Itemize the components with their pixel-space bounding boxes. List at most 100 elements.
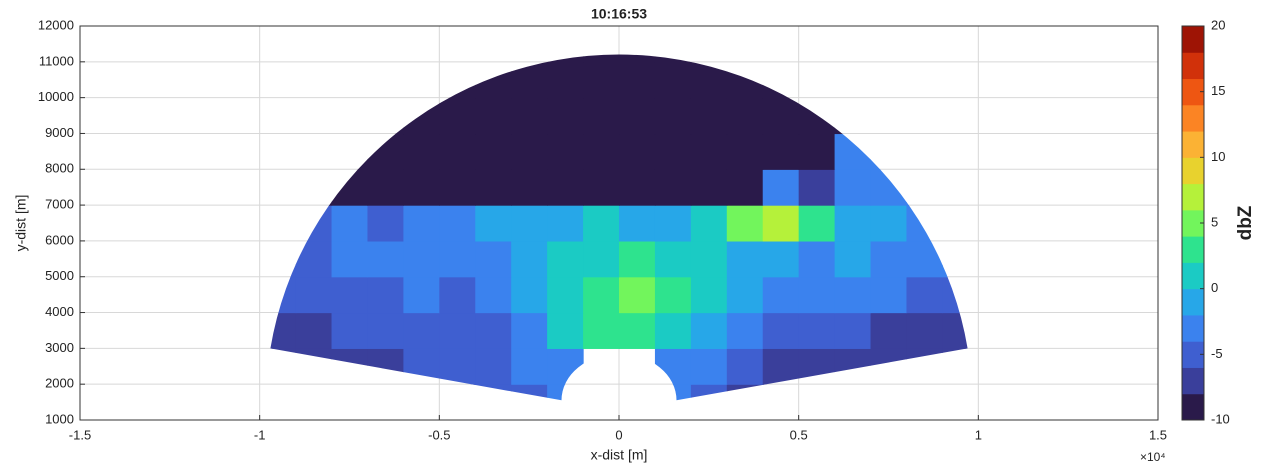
cell: [475, 133, 512, 170]
x-tick-label: 1.5: [1149, 427, 1167, 442]
cell: [331, 240, 369, 278]
cell: [654, 276, 692, 314]
cell: [654, 61, 692, 99]
y-axis-label: y-dist [m]: [13, 195, 29, 252]
cell: [295, 240, 333, 278]
colorbar-segment: [1182, 288, 1204, 316]
cell: [654, 169, 692, 206]
cell: [367, 312, 404, 349]
y-tick-label: 11000: [39, 53, 74, 68]
y-tick-label: 10000: [38, 89, 74, 104]
cell: [762, 205, 800, 242]
plot-frame: [79, 25, 1159, 421]
cell: [654, 348, 692, 385]
cell: [619, 312, 656, 349]
cell: [511, 169, 548, 206]
cell: [619, 169, 656, 206]
x-exponent: ×10⁴: [1140, 450, 1166, 464]
colorbar-segment: [1182, 26, 1204, 53]
cell: [726, 240, 764, 278]
colorbar-segment: [1182, 367, 1204, 395]
cell: [619, 133, 656, 170]
cell: [439, 205, 476, 242]
x-tick-label: -1.5: [69, 427, 91, 442]
x-tick-label: -0.5: [428, 427, 450, 442]
cell: [367, 348, 404, 385]
colorbar-tick-label: 15: [1211, 83, 1225, 98]
cell: [762, 97, 800, 135]
cell: [547, 312, 584, 349]
cell: [511, 276, 548, 314]
cell: [475, 205, 512, 242]
cell: [690, 133, 728, 170]
cell: [762, 276, 800, 314]
colorbar-segment: [1182, 183, 1204, 211]
cell: [511, 240, 548, 278]
cell: [942, 312, 968, 349]
cell: [906, 276, 943, 314]
y-tick-label: 7000: [45, 197, 74, 212]
cell: [547, 133, 584, 170]
cell: [870, 276, 908, 314]
cell: [762, 169, 800, 206]
colorbar-tick-label: 20: [1211, 17, 1225, 32]
cell: [583, 61, 620, 99]
cell: [331, 169, 369, 206]
cell: [870, 348, 908, 385]
cell: [475, 97, 512, 135]
cell: [403, 312, 440, 349]
colorbar-segment: [1182, 314, 1204, 342]
cell: [762, 348, 800, 385]
cell: [583, 54, 620, 63]
colorbar-tick-label: -10: [1211, 411, 1230, 426]
cell: [690, 205, 728, 242]
cell: [726, 133, 764, 170]
cell: [762, 240, 800, 278]
cell: [798, 133, 836, 170]
cell: [726, 348, 764, 385]
cell: [583, 169, 620, 206]
cell: [583, 240, 620, 278]
colorbar-segment: [1182, 131, 1204, 158]
cell: [619, 205, 656, 242]
cell: [295, 169, 333, 206]
y-tick-label: 5000: [45, 268, 74, 283]
cell: [726, 169, 764, 206]
cell: [270, 348, 297, 385]
cell: [403, 97, 440, 135]
cell: [906, 205, 943, 242]
cell: [331, 276, 369, 314]
radar-field: [270, 54, 968, 401]
cell: [547, 61, 584, 99]
cell: [331, 205, 369, 242]
cell: [654, 312, 692, 349]
colorbar-segment: [1182, 209, 1204, 237]
cell: [583, 312, 620, 349]
cell: [834, 312, 872, 349]
cell: [439, 240, 476, 278]
cell: [547, 97, 584, 135]
cell: [798, 276, 836, 314]
colorbar-segment: [1182, 157, 1204, 185]
cell: [439, 97, 476, 135]
x-tick-label: 0: [615, 427, 622, 442]
cell: [367, 133, 404, 170]
cell: [942, 276, 968, 314]
x-tick-label: -1: [254, 427, 266, 442]
cell: [942, 348, 968, 385]
cell: [439, 348, 476, 385]
chart-title: 10:16:53: [591, 6, 647, 22]
cell: [690, 169, 728, 206]
cell: [403, 276, 440, 314]
x-tick-label: 0.5: [790, 427, 808, 442]
cell: [367, 169, 404, 206]
cell: [403, 348, 440, 385]
cell: [367, 240, 404, 278]
colorbar-segment: [1182, 341, 1204, 368]
cell: [367, 97, 404, 135]
y-tick-label: 4000: [45, 304, 74, 319]
cell: [798, 240, 836, 278]
cell: [690, 312, 728, 349]
cell: [870, 205, 908, 242]
